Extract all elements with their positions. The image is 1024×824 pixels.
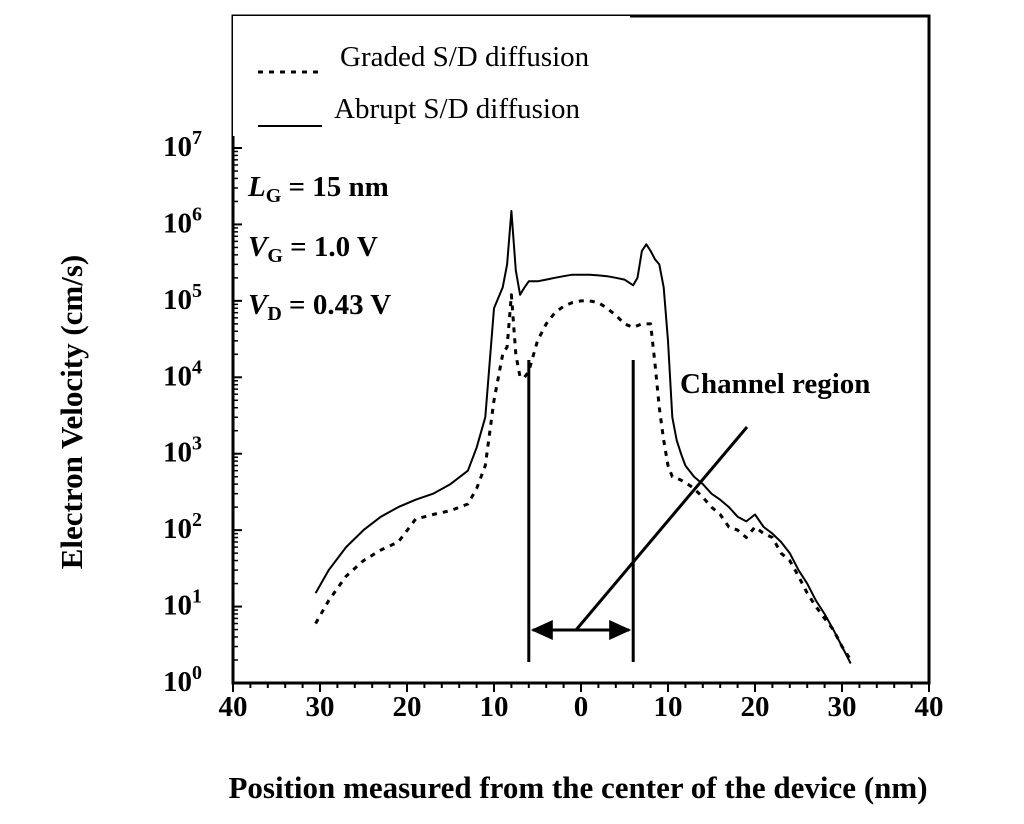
device-params: LG = 15 nm VG = 1.0 V VD = 0.43 V bbox=[247, 171, 391, 325]
x-tick-label: 20 bbox=[741, 691, 770, 723]
x-tick-label: 0 bbox=[574, 691, 589, 723]
legend-box bbox=[233, 16, 630, 136]
y-tick-label: 104 bbox=[163, 356, 202, 392]
x-tick-label: 40 bbox=[219, 691, 248, 723]
y-tick-label: 105 bbox=[163, 280, 202, 316]
y-tick-label: 107 bbox=[163, 127, 202, 163]
y-tick-label: 100 bbox=[163, 662, 202, 698]
x-tick-label: 30 bbox=[306, 691, 335, 723]
series-line-graded bbox=[314, 293, 852, 661]
y-tick-label: 102 bbox=[163, 509, 202, 545]
channel-leader-line bbox=[574, 426, 749, 631]
x-axis-label: Position measured from the center of the… bbox=[228, 770, 927, 805]
y-tick-label: 103 bbox=[163, 433, 202, 469]
param-vg: VG = 1.0 V bbox=[248, 231, 378, 267]
param-lg: LG = 15 nm bbox=[247, 171, 389, 207]
channel-annotation: Channel region bbox=[527, 360, 870, 662]
x-tick-label: 20 bbox=[393, 691, 422, 723]
y-tick-label: 106 bbox=[163, 203, 202, 239]
series-line-abrupt bbox=[314, 210, 852, 664]
series-layer bbox=[314, 210, 852, 664]
channel-region-label: Channel region bbox=[680, 368, 870, 400]
channel-arrow-head-right bbox=[609, 620, 632, 640]
x-tick-label: 10 bbox=[654, 691, 683, 723]
channel-arrow-head-left bbox=[530, 620, 553, 640]
x-tick-label: 40 bbox=[915, 691, 944, 723]
y-axis-label: Electron Velocity (cm/s) bbox=[54, 255, 89, 570]
legend-label-graded: Graded S/D diffusion bbox=[340, 41, 590, 73]
legend: Graded S/D diffusion Abrupt S/D diffusio… bbox=[258, 41, 590, 127]
axes-layer: 40 30 20 10 0 10 20 30 4010010110210310410510610… bbox=[163, 127, 944, 723]
param-vd: VD = 0.43 V bbox=[248, 289, 391, 325]
x-tick-label: 10 bbox=[480, 691, 509, 723]
x-tick-label: 30 bbox=[828, 691, 857, 723]
y-tick-label: 101 bbox=[163, 586, 202, 622]
legend-label-abrupt: Abrupt S/D diffusion bbox=[334, 93, 580, 125]
